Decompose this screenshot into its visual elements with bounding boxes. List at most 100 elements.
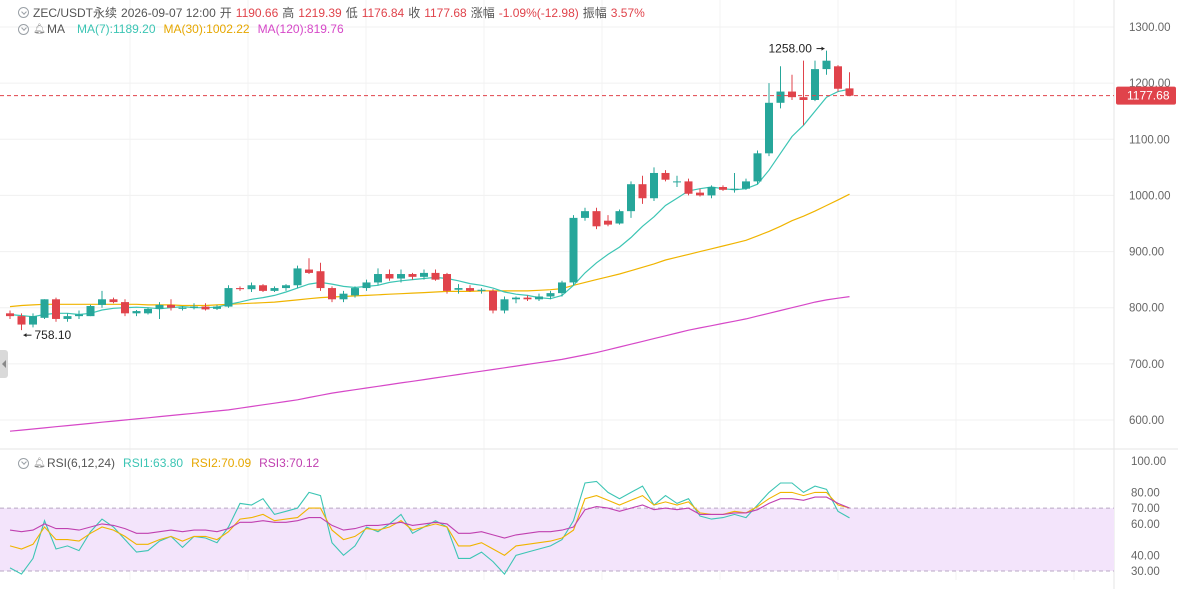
candle xyxy=(109,297,118,304)
symbol-label: ZEC/USDT永续 xyxy=(33,6,118,20)
rsi-tick-label: 70.00 xyxy=(1131,503,1160,515)
ma120-legend: MA(120):819.76 xyxy=(257,22,344,36)
candle-body xyxy=(282,285,290,289)
candle xyxy=(443,272,451,294)
collapse-icon[interactable] xyxy=(18,23,29,35)
candle-body xyxy=(86,306,95,317)
candle-body xyxy=(822,60,831,70)
candle xyxy=(627,181,635,218)
rsi-tick-label: 60.00 xyxy=(1131,519,1160,531)
candle-body xyxy=(63,316,72,319)
candle xyxy=(408,272,417,280)
candle xyxy=(29,313,37,328)
rsi-tick-label: 30.00 xyxy=(1131,566,1160,578)
candle xyxy=(328,286,336,303)
candle xyxy=(132,309,141,317)
candle-body xyxy=(247,285,256,290)
candle xyxy=(190,303,198,310)
candle-body xyxy=(293,268,302,286)
candle-body xyxy=(592,211,601,227)
candle xyxy=(144,307,152,315)
candle xyxy=(167,299,175,311)
candle-body xyxy=(730,188,739,190)
candle xyxy=(500,296,509,314)
candle-body xyxy=(466,288,474,291)
candle-body xyxy=(374,274,382,283)
candle-body xyxy=(408,274,417,277)
candle xyxy=(52,297,60,322)
candle-body xyxy=(305,269,313,273)
alert-bell-icon[interactable]: 🔔︎ xyxy=(33,457,46,469)
low-label: 低 xyxy=(345,6,358,20)
candle xyxy=(293,265,302,289)
candle xyxy=(569,215,578,286)
candle xyxy=(454,284,463,294)
candle xyxy=(270,286,279,292)
change-label: 涨幅 xyxy=(470,6,495,20)
candle xyxy=(40,299,49,319)
collapse-icon[interactable] xyxy=(18,7,29,18)
close-value: 1177.68 xyxy=(424,5,467,20)
high-label: 高 xyxy=(282,6,295,20)
price-tick-label: 1000.00 xyxy=(1129,190,1171,202)
candles-group xyxy=(6,50,854,331)
expand-panel-handle[interactable] xyxy=(0,350,8,378)
candle-body xyxy=(523,297,532,300)
collapse-icon[interactable] xyxy=(18,457,29,469)
candle xyxy=(512,296,520,304)
candle xyxy=(719,185,727,191)
candle xyxy=(546,290,555,300)
candle xyxy=(224,285,233,308)
candle xyxy=(650,167,658,202)
ma120-line-group xyxy=(9,296,850,432)
rsi-line-rsi3 xyxy=(9,496,850,539)
candle xyxy=(742,178,750,190)
datetime-label: 2026-09-07 12:00 xyxy=(121,5,216,20)
ma30-line-group xyxy=(9,193,850,308)
candle xyxy=(707,185,716,199)
candle-body xyxy=(190,306,198,308)
candle-body xyxy=(638,184,647,199)
alert-bell-icon[interactable]: 🔔︎ xyxy=(33,23,46,35)
ma30-line xyxy=(9,193,850,308)
candle-body xyxy=(811,69,819,100)
candle-body xyxy=(155,304,164,309)
candle-body xyxy=(776,91,785,103)
ma7-line-group xyxy=(9,88,850,318)
ohlc-header: ZEC/USDT永续 2026-09-07 12:00 开 1190.66 高 … xyxy=(18,4,645,21)
rsi-line-rsi1 xyxy=(9,480,850,576)
candle-body xyxy=(17,316,26,325)
candle xyxy=(339,290,348,303)
candle xyxy=(753,150,762,185)
candle xyxy=(730,172,739,193)
candle-body xyxy=(535,296,543,300)
price-tick-label: 800.00 xyxy=(1129,303,1164,315)
candle-body xyxy=(385,274,394,279)
candle xyxy=(592,207,601,230)
ma7-legend: MA(7):1189.20 xyxy=(77,22,156,36)
candle xyxy=(75,310,83,319)
candle xyxy=(155,302,164,319)
candle xyxy=(765,83,773,157)
candle-body xyxy=(742,181,750,189)
candle xyxy=(834,65,842,92)
candle-body xyxy=(75,314,83,317)
rsi-lines-group xyxy=(0,480,1114,576)
candle-body xyxy=(144,308,152,314)
candle-body xyxy=(40,299,49,318)
candle-body xyxy=(29,316,37,325)
candle xyxy=(178,306,187,311)
candle xyxy=(811,60,819,102)
high-marker-arrowhead xyxy=(821,46,825,51)
close-label: 收 xyxy=(408,6,421,20)
candle-body xyxy=(604,220,612,225)
change-value: -1.09%(-12.98) xyxy=(498,5,579,20)
candle xyxy=(282,284,290,291)
candle-body xyxy=(581,211,589,218)
candle xyxy=(673,175,681,188)
candle xyxy=(558,280,566,297)
candle xyxy=(316,262,325,291)
candle-body xyxy=(684,181,693,194)
